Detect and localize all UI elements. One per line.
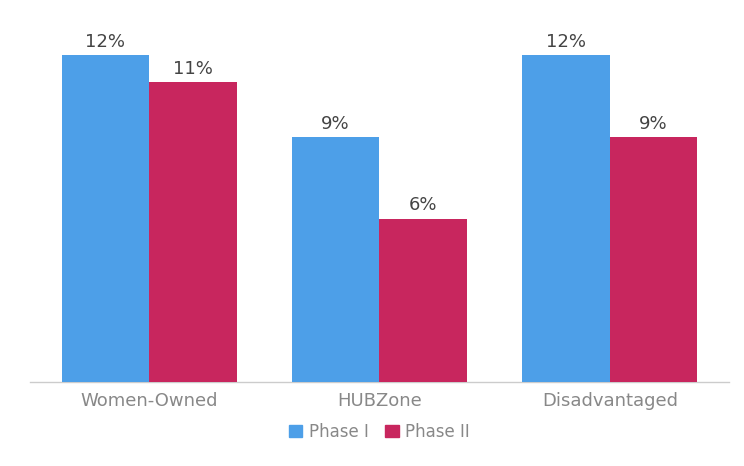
- Legend: Phase I, Phase II: Phase I, Phase II: [282, 416, 477, 447]
- Text: 9%: 9%: [321, 115, 350, 133]
- Text: 12%: 12%: [86, 33, 125, 51]
- Bar: [379, 219, 467, 382]
- Bar: [610, 137, 697, 382]
- Text: 9%: 9%: [639, 115, 668, 133]
- Text: 12%: 12%: [546, 33, 586, 51]
- Bar: [62, 55, 149, 382]
- Bar: [292, 137, 379, 382]
- Bar: [522, 55, 610, 382]
- Text: 11%: 11%: [173, 60, 213, 78]
- Text: 6%: 6%: [409, 196, 437, 214]
- Bar: [149, 82, 237, 382]
